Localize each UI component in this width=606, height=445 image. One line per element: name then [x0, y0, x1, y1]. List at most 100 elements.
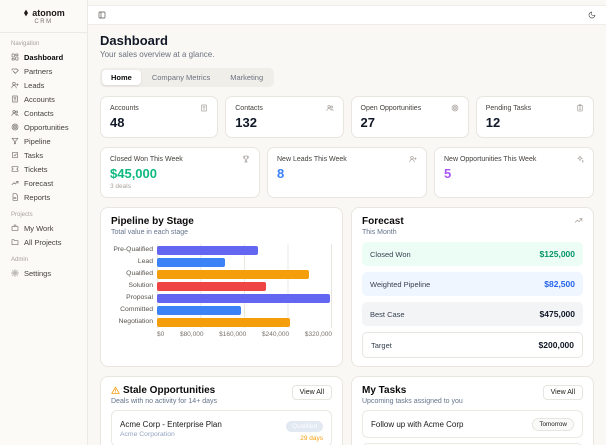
- sidebar-item-settings[interactable]: Settings: [0, 266, 87, 280]
- target-icon: [11, 123, 19, 131]
- sidebar-section-admin: Admin: [11, 257, 29, 263]
- stale-item-acme[interactable]: Acme Corp - Enterprise Plan Acme Corpora…: [111, 410, 332, 445]
- sparkles-icon: [577, 155, 584, 163]
- chart-category-label: Lead: [137, 258, 153, 265]
- tab-home[interactable]: Home: [102, 70, 141, 85]
- chart-bar: [157, 257, 225, 267]
- stale-subtitle: Deals with no activity for 14+ days: [111, 398, 218, 405]
- sidebar-item-tasks[interactable]: Tasks: [0, 148, 87, 162]
- pipeline-by-stage-panel: Pipeline by Stage Total value in each st…: [100, 207, 343, 367]
- stat-card-open-opportunities: Open Opportunities 27: [350, 96, 469, 138]
- days-stale: 29 days: [300, 435, 323, 442]
- theme-toggle-icon[interactable]: [588, 11, 596, 19]
- clipboard-list-icon: [577, 104, 583, 112]
- tab-marketing[interactable]: Marketing: [230, 73, 264, 82]
- stat-cards-row-1: Accounts 48 Contacts 132 Open Opportunit…: [100, 96, 594, 138]
- chart-title: Pipeline by Stage: [111, 216, 194, 227]
- main-area: Dashboard Your sales overview at a glanc…: [88, 0, 606, 445]
- sidebar-item-label: Dashboard: [24, 52, 64, 62]
- trophy-icon: [242, 155, 250, 163]
- chart-category-label: Solution: [128, 282, 153, 289]
- forecast-label: Weighted Pipeline: [370, 279, 431, 289]
- stat-card-pending-tasks: Pending Tasks 12: [475, 96, 594, 138]
- partners-icon: [11, 68, 19, 74]
- building-icon: [12, 95, 18, 103]
- stat-value: 48: [110, 115, 125, 130]
- stat-card-accounts: Accounts 48: [100, 96, 219, 138]
- topbar: [88, 5, 606, 25]
- sidebar-item-accounts[interactable]: Accounts: [0, 92, 87, 106]
- due-badge: Tomorrow: [532, 417, 574, 431]
- sidebar-item-pipeline[interactable]: Pipeline: [0, 134, 87, 148]
- stat-value: $45,000: [110, 166, 157, 181]
- chart-bar-row: [157, 268, 331, 280]
- forecast-label: Best Case: [370, 309, 405, 319]
- task-name: Follow up with Acme Corp: [371, 419, 464, 429]
- sidebar-item-tickets[interactable]: Tickets: [0, 162, 87, 176]
- funnel-icon: [11, 138, 19, 145]
- chart-category-label: Pre-Qualified: [113, 246, 153, 253]
- chart-x-axis: $0 $80,000 $160,000 $240,000 $320,000: [157, 331, 332, 338]
- chart-category-label: Negotiation: [118, 318, 153, 325]
- chart-subtitle: Total value in each stage: [111, 229, 189, 236]
- chart-x-tick: $160,000: [219, 331, 247, 338]
- sidebar-item-label: Forecast: [24, 178, 54, 188]
- sidebar-item-label: Reports: [24, 192, 51, 202]
- forecast-row-target: Target $200,000: [362, 332, 583, 358]
- sidebar-item-contacts[interactable]: Contacts: [0, 106, 87, 120]
- forecast-title: Forecast: [362, 216, 404, 227]
- chart-x-tick: $80,000: [179, 331, 204, 338]
- sidebar-item-all-projects[interactable]: All Projects: [0, 235, 87, 249]
- target-icon: [451, 104, 459, 112]
- sidebar-item-dashboard[interactable]: Dashboard: [0, 50, 87, 64]
- forecast-subtitle: This Month: [362, 229, 397, 236]
- stat-card-new-leads-week: New Leads This Week 8: [267, 147, 427, 198]
- stat-value: 5: [444, 166, 452, 181]
- sidebar-item-leads[interactable]: Leads: [0, 78, 87, 92]
- chart-bar: [157, 305, 242, 315]
- sidebar-item-label: Opportunities: [24, 122, 69, 132]
- sidebar-item-label: Leads: [24, 80, 45, 90]
- dashboard-content: Dashboard Your sales overview at a glanc…: [88, 25, 606, 445]
- sidebar-item-reports[interactable]: Reports: [0, 190, 87, 204]
- forecast-row-weighted-pipeline: Weighted Pipeline $82,500: [362, 272, 583, 296]
- forecast-panel: Forecast This Month Closed Won $125,000 …: [351, 207, 594, 367]
- sidebar-item-label: Pipeline: [24, 136, 51, 146]
- chart-bar: [157, 293, 330, 303]
- forecast-label: Target: [371, 340, 392, 350]
- forecast-value: $475,000: [539, 309, 575, 319]
- tasks-view-all-button[interactable]: View All: [542, 385, 583, 400]
- panel-left-icon[interactable]: [98, 11, 106, 19]
- sidebar-item-label: All Projects: [24, 237, 62, 247]
- sidebar-item-label: My Work: [24, 223, 54, 233]
- tab-company-metrics[interactable]: Company Metrics: [151, 73, 211, 82]
- sidebar-item-label: Accounts: [24, 94, 55, 104]
- task-item-followup-acme[interactable]: Follow up with Acme Corp Tomorrow: [362, 410, 583, 438]
- sidebar-item-partners[interactable]: Partners: [0, 64, 87, 78]
- forecast-value: $125,000: [539, 249, 575, 259]
- pipeline-bar-chart: Pre-Qualified Lead Qualified Solution Propos…: [111, 244, 332, 338]
- sidebar-item-my-work[interactable]: My Work: [0, 221, 87, 235]
- opportunity-company: Acme Corporation: [120, 430, 175, 438]
- stat-value: 8: [277, 166, 285, 181]
- sidebar-item-label: Settings: [24, 268, 52, 278]
- chart-bar-row: [157, 292, 331, 304]
- sidebar: atonom CRM Navigation Dashboard Partners…: [0, 0, 88, 445]
- sidebar-item-forecast[interactable]: Forecast: [0, 176, 87, 190]
- chart-bar-row: [157, 280, 331, 292]
- folder-icon: [11, 239, 19, 245]
- stat-value: 132: [235, 115, 257, 130]
- forecast-value: $82,500: [544, 279, 575, 289]
- sidebar-item-label: Tickets: [24, 164, 48, 174]
- stale-view-all-button[interactable]: View All: [291, 385, 332, 400]
- chart-bar: [157, 317, 291, 327]
- stat-label: Closed Won This Week: [110, 155, 183, 163]
- sidebar-header: atonom CRM: [0, 8, 87, 33]
- sidebar-item-opportunities[interactable]: Opportunities: [0, 120, 87, 134]
- sidebar-item-label: Partners: [24, 66, 53, 76]
- stat-label: Open Opportunities: [360, 104, 422, 112]
- briefcase-icon: [11, 224, 19, 231]
- chart-category-label: Committed: [120, 306, 153, 313]
- chart-bar: [157, 269, 310, 279]
- stale-title: Stale Opportunities: [123, 385, 216, 396]
